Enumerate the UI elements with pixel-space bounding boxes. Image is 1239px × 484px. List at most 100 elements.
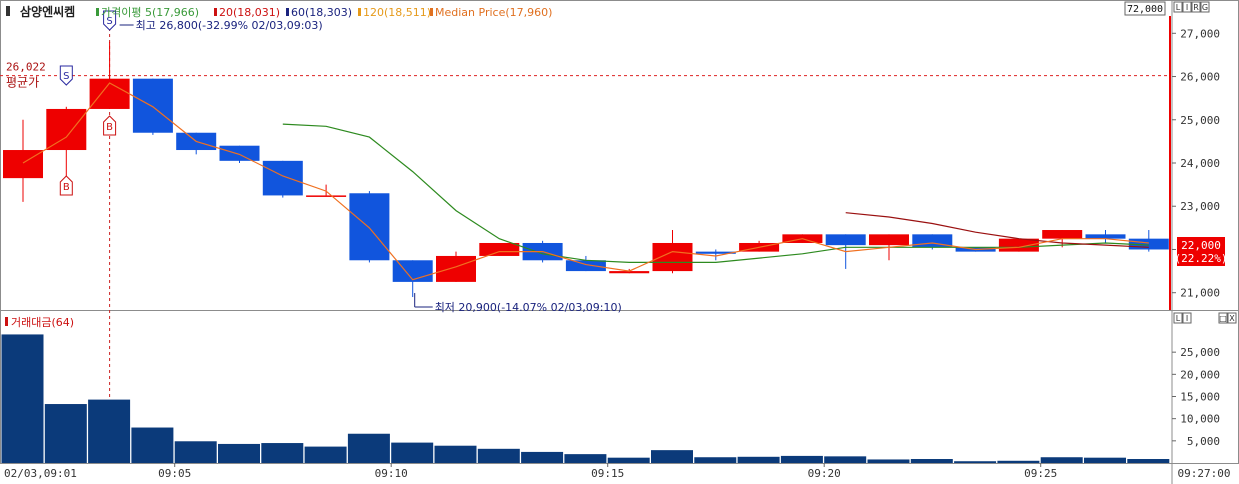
volume-bar — [434, 445, 477, 463]
price-tick-label: 23,000 — [1180, 200, 1220, 213]
volume-bars — [1, 334, 1170, 463]
chart-mode-button[interactable] — [1191, 1, 1201, 13]
volume-bar — [44, 404, 87, 463]
candle-body — [132, 78, 173, 133]
time-tick-label: 09:20 — [808, 467, 841, 480]
candle-body — [869, 234, 909, 246]
candle-body — [479, 242, 520, 256]
candle-body — [1128, 238, 1169, 250]
volume-axis: 5,000 10,000 15,000 20,000 25,000 — [1172, 346, 1220, 448]
chart-mode-button[interactable] — [1173, 1, 1183, 13]
candles — [3, 41, 1169, 298]
volume-bar — [694, 457, 737, 463]
time-last-label: 09:27:00 — [1178, 467, 1231, 480]
close-panel-button[interactable] — [1227, 312, 1237, 324]
current-price: 22,000 — [1181, 239, 1221, 252]
annotations: 최고 26,800(-32.99% 02/03,09:03) 최저 20,900(… — [119, 19, 622, 314]
chart-mode-button-label: R — [1193, 3, 1199, 12]
average-price-label: 평균가 — [6, 76, 39, 90]
volume-bar — [304, 446, 347, 463]
volume-mode-button[interactable] — [1182, 312, 1192, 324]
time-tick-label: 09:05 — [158, 467, 191, 480]
chart-mode-button-label: G — [1202, 3, 1208, 12]
chart-mode-button-label: L — [1176, 3, 1181, 12]
sell-signal-icon — [59, 65, 73, 86]
high-annotation: 최고 26,800(-32.99% 02/03,09:03) — [136, 19, 323, 32]
maximize-panel-button[interactable] — [1218, 312, 1228, 324]
volume-bar — [218, 443, 260, 463]
candle-body — [1042, 230, 1083, 239]
volume-bar — [477, 448, 520, 463]
signal-label: S — [106, 16, 112, 27]
series-line — [22, 82, 1149, 281]
volume-bar — [824, 456, 867, 463]
volume-bar — [1127, 459, 1170, 463]
volume-bar — [1, 334, 44, 463]
volume-panel-buttons[interactable]: L I □ X — [1173, 312, 1237, 324]
candle-body — [306, 195, 347, 197]
time-first-label: 02/03,09:01 — [4, 467, 77, 480]
candle-body — [825, 234, 866, 246]
volume-tick-label: 10,000 — [1180, 413, 1220, 426]
current-percent: (22.22%) — [1175, 252, 1228, 265]
candle-body — [609, 271, 650, 274]
volume-bar — [1040, 457, 1083, 463]
symbol-name: 삼양엔씨켐 — [20, 4, 75, 19]
trade-signals: S B S B — [59, 10, 117, 196]
volume-bar — [867, 459, 910, 463]
low-annotation: 최저 20,900(-14.07% 02/03,09:10) — [435, 301, 622, 314]
volume-bar — [737, 456, 780, 463]
legend: 가격이평 5(17,966) 20(18,031) 60(18,303) 120(18… — [96, 6, 552, 19]
legend-swatch — [96, 8, 99, 16]
time-tick-label: 09:25 — [1024, 467, 1057, 480]
volume-bar — [1084, 457, 1126, 463]
volume-tick-label: 25,000 — [1180, 346, 1220, 359]
volume-bar — [391, 442, 434, 463]
volume-panel-title: 거래대금(64) — [11, 316, 74, 329]
candle-body — [565, 260, 606, 272]
volume-tick-label: 20,000 — [1180, 368, 1220, 381]
series-line — [282, 123, 1149, 263]
volume-bar — [521, 451, 564, 463]
chart-mode-button-label: I — [1186, 3, 1188, 12]
price-tick-label: 27,000 — [1180, 27, 1220, 40]
legend-item: 120(18,511) — [363, 6, 431, 19]
time-axis: 02/03,09:01 09:05 09:10 09:15 09:20 09:25 09:2… — [4, 463, 1230, 480]
candle-body — [349, 193, 390, 261]
legend-item: Median Price(17,960) — [435, 6, 552, 19]
volume-title-marker — [5, 317, 8, 326]
chart-mode-button[interactable] — [1200, 1, 1210, 13]
time-tick-label: 09:10 — [375, 467, 408, 480]
volume-bar — [564, 454, 607, 463]
legend-swatch — [358, 8, 361, 16]
candle-body — [695, 251, 736, 254]
average-price-line: 26,022 평균가 — [0, 61, 1170, 90]
volume-bar — [131, 427, 174, 463]
signal-label: B — [106, 122, 113, 133]
chart-mode-button[interactable] — [1182, 1, 1192, 13]
top-value: 72,000 — [1127, 4, 1163, 15]
sell-signal-icon — [103, 10, 117, 31]
volume-bar — [607, 457, 650, 463]
series-line — [845, 212, 1149, 248]
volume-tick-label: 15,000 — [1180, 391, 1220, 404]
price-tick-label: 25,000 — [1180, 114, 1220, 127]
volume-mode-button[interactable] — [1173, 312, 1183, 324]
candle-body — [219, 145, 260, 161]
price-tick-label: 24,000 — [1180, 157, 1220, 170]
buy-signal-icon — [103, 115, 117, 136]
candle-body — [1085, 234, 1126, 239]
close-icon: X — [1229, 314, 1235, 323]
candle-body — [652, 242, 693, 272]
symbol-marker — [6, 6, 10, 16]
legend-item: 60(18,303) — [291, 6, 352, 19]
candle-body — [262, 160, 303, 196]
buy-signal-icon — [59, 175, 73, 196]
current-price-tag — [1177, 237, 1225, 266]
volume-bar — [261, 443, 304, 463]
candle-body — [436, 255, 476, 282]
volume-bar — [954, 461, 997, 463]
signal-label: S — [63, 71, 69, 82]
